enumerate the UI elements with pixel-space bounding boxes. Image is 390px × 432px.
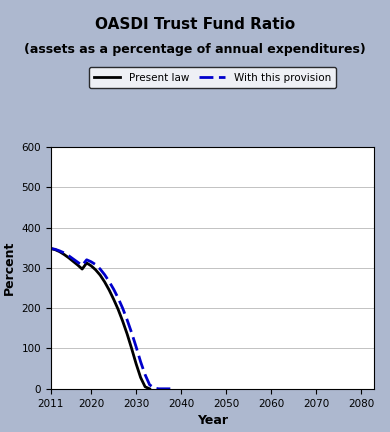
Present law xyxy=(102,280,107,285)
Present law xyxy=(66,255,71,260)
Present law xyxy=(57,249,62,254)
X-axis label: Year: Year xyxy=(197,414,228,427)
With this provision xyxy=(89,259,94,264)
With this provision xyxy=(134,344,138,349)
Present law xyxy=(89,263,94,268)
With this provision xyxy=(161,386,165,391)
Text: (assets as a percentage of annual expenditures): (assets as a percentage of annual expend… xyxy=(24,43,366,56)
Line: With this provision: With this provision xyxy=(51,248,172,389)
With this provision xyxy=(138,359,143,364)
Present law xyxy=(48,246,53,251)
Legend: Present law, With this provision: Present law, With this provision xyxy=(89,67,336,88)
With this provision xyxy=(80,263,85,268)
With this provision xyxy=(116,295,121,301)
With this provision xyxy=(125,317,129,322)
Present law xyxy=(111,297,116,302)
Present law xyxy=(93,267,98,273)
Present law xyxy=(53,247,58,252)
With this provision xyxy=(143,372,147,377)
Present law xyxy=(84,260,89,266)
Present law xyxy=(125,331,129,337)
Y-axis label: Percent: Percent xyxy=(3,241,16,295)
Text: OASDI Trust Fund Ratio: OASDI Trust Fund Ratio xyxy=(95,17,295,32)
With this provision xyxy=(111,286,116,292)
Present law xyxy=(120,318,125,324)
Present law xyxy=(62,252,67,257)
Present law xyxy=(98,273,103,278)
With this provision xyxy=(129,330,134,335)
With this provision xyxy=(48,246,53,251)
Present law xyxy=(80,267,85,272)
With this provision xyxy=(107,279,112,284)
With this provision xyxy=(98,267,103,272)
Present law xyxy=(116,307,121,312)
With this provision xyxy=(71,256,76,261)
With this provision xyxy=(165,386,170,391)
Line: Present law: Present law xyxy=(51,248,150,389)
With this provision xyxy=(53,247,58,252)
Present law xyxy=(147,386,152,391)
Present law xyxy=(107,287,112,292)
Present law xyxy=(71,259,76,264)
With this provision xyxy=(156,386,161,391)
Present law xyxy=(143,384,147,389)
Present law xyxy=(134,361,138,366)
With this provision xyxy=(170,386,174,391)
Present law xyxy=(75,262,80,267)
With this provision xyxy=(84,257,89,262)
With this provision xyxy=(93,262,98,267)
With this provision xyxy=(120,305,125,311)
With this provision xyxy=(66,253,71,258)
Present law xyxy=(138,375,143,380)
With this provision xyxy=(152,385,156,391)
With this provision xyxy=(62,250,67,255)
With this provision xyxy=(102,272,107,277)
With this provision xyxy=(75,260,80,265)
With this provision xyxy=(147,382,152,388)
With this provision xyxy=(57,248,62,254)
Present law xyxy=(129,346,134,351)
